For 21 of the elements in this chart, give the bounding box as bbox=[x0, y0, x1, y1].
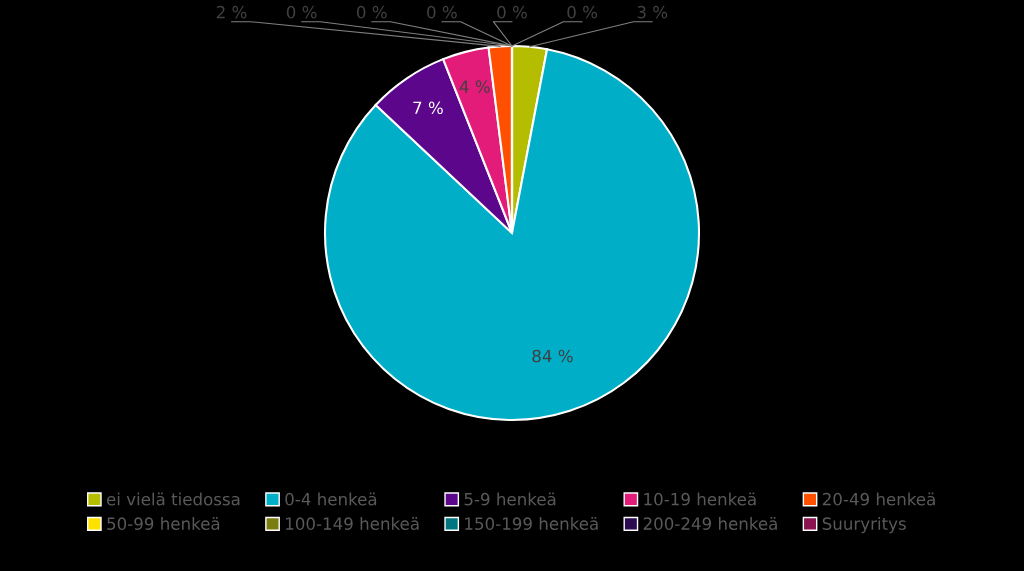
legend-label: 50-99 henkeä bbox=[107, 517, 220, 530]
data-label: 2 % bbox=[216, 5, 247, 19]
legend-label: 10-19 henkeä bbox=[644, 492, 756, 506]
data-label: 4 % bbox=[459, 80, 490, 93]
pie-slice bbox=[323, 48, 701, 422]
legend-label: 100-149 henkeä bbox=[286, 517, 419, 530]
data-label: 7 % bbox=[413, 101, 443, 115]
legend-label: Suuryritys bbox=[822, 517, 906, 534]
legend-label: 20-49 henkeä bbox=[822, 492, 935, 506]
text: 0 % bbox=[286, 5, 317, 19]
data-label: 3 % bbox=[637, 5, 668, 19]
text: 0 % bbox=[427, 5, 457, 19]
legend-label: 150-199 henkeä bbox=[465, 517, 598, 530]
legend-label: 5-9 henkeä bbox=[464, 492, 556, 506]
text: 0 % bbox=[497, 5, 527, 19]
data-label: 84 % bbox=[532, 349, 573, 363]
legend-label: 200-249 henkeä bbox=[643, 517, 777, 530]
legend-label: 0-4 henkeä bbox=[285, 492, 377, 506]
legend-label: ei vielä tiedossa bbox=[106, 492, 240, 506]
text: 0 % bbox=[567, 5, 598, 19]
text: 0 % bbox=[356, 5, 387, 19]
